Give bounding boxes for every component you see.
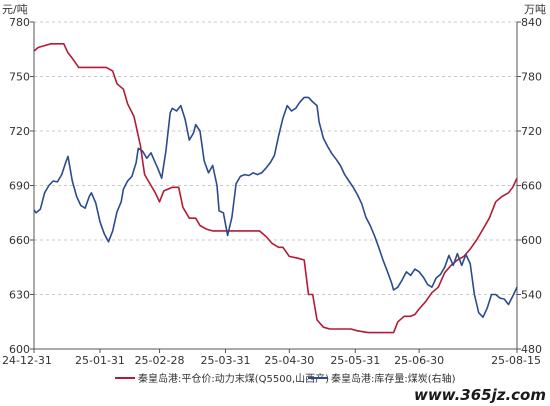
axes: 600 630 660 690 720 750 780 480 540 600 660 720 780 8… [2, 16, 542, 367]
x-axis-tick-label: 25-01-31 [75, 354, 125, 367]
series-line-price [33, 43, 518, 334]
x-axis-tick-label: 25-08-15 [491, 354, 541, 367]
x-axis-tick-label: 25-06-30 [394, 354, 444, 367]
left-axis-tick-label: 660 [9, 234, 30, 247]
series-line-inventory [33, 96, 518, 318]
legend: 秦皇岛港:平仓价:动力末煤(Q5500,山西产) 秦皇岛港:库存量:煤炭(右轴) [115, 372, 456, 385]
left-axis-tick-label: 720 [9, 125, 30, 138]
right-axis-tick-label: 780 [521, 71, 542, 84]
x-axis-tick-label: 24-12-31 [2, 354, 52, 367]
left-axis-tick-label: 750 [9, 71, 30, 84]
x-axis-tick-label: 25-02-28 [135, 354, 185, 367]
left-axis-tick-label: 690 [9, 180, 30, 193]
series-lines [33, 43, 518, 334]
legend-label-inventory: 秦皇岛港:库存量:煤炭(右轴) [331, 372, 456, 385]
x-axis-tick-label: 25-03-31 [201, 354, 251, 367]
right-axis-tick-label: 480 [521, 343, 542, 356]
right-axis-tick-label: 600 [521, 234, 542, 247]
right-axis-tick-label: 720 [521, 125, 542, 138]
left-axis-unit: 元/吨 [2, 3, 28, 16]
x-axis-tick-label: 25-04-30 [264, 354, 314, 367]
left-axis-tick-label: 630 [9, 289, 30, 302]
right-axis-tick-label: 660 [521, 180, 542, 193]
watermark-text: www.365jz.com [414, 386, 546, 404]
left-axis-tick-label: 600 [9, 343, 30, 356]
left-axis-tick-label: 780 [9, 16, 30, 29]
x-axis-tick-label: 25-05-31 [330, 354, 380, 367]
right-axis-unit: 万吨 [524, 3, 546, 16]
legend-label-price: 秦皇岛港:平仓价:动力末煤(Q5500,山西产) [138, 372, 329, 385]
right-axis-tick-label: 540 [521, 289, 542, 302]
right-axis-tick-label: 840 [521, 16, 542, 29]
